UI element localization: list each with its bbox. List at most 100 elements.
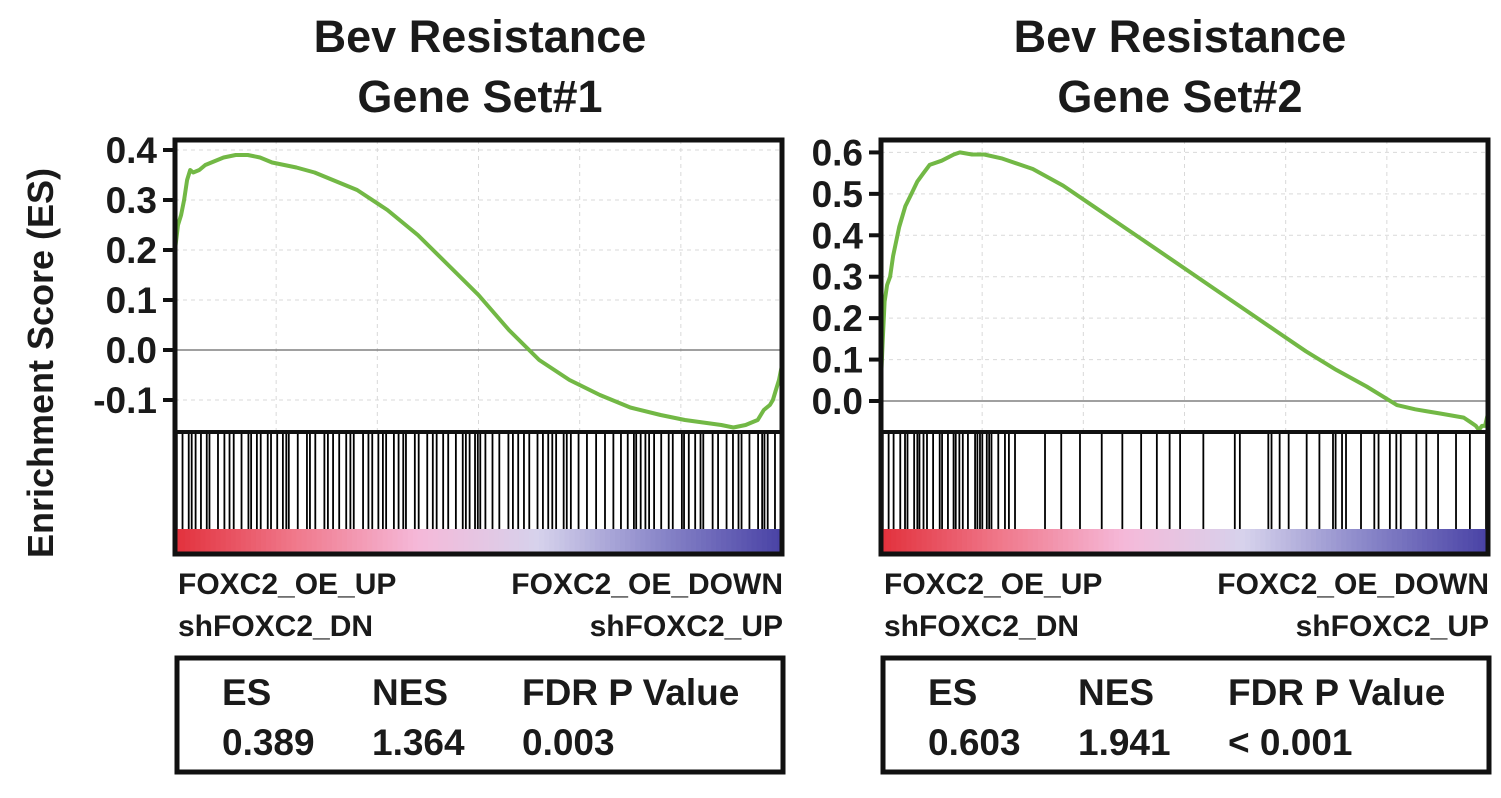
rank-gradient-strip <box>1477 529 1484 554</box>
rank-gradient-strip <box>1083 529 1089 554</box>
rank-gradient-strip <box>1412 529 1418 554</box>
rank-gradient-strip <box>630 529 636 554</box>
rank-gradient-strip <box>706 529 712 554</box>
rank-gradient-strip <box>458 529 464 554</box>
rank-gradient-strip <box>402 529 409 554</box>
rank-gradient-strip <box>1052 529 1059 554</box>
rank-gradient-strip <box>357 529 363 554</box>
rank-gradient-strip <box>1346 529 1353 554</box>
rank-gradient-strip <box>372 529 378 554</box>
rank-gradient-strip <box>422 529 429 554</box>
rank-gradient-strip <box>230 529 237 554</box>
rank-gradient-strip <box>483 529 490 554</box>
rank-gradient-strip <box>1219 529 1226 554</box>
rank-gradient-strip <box>1154 529 1160 554</box>
rank-gradient-strip <box>1280 529 1287 554</box>
rank-gradient-strip <box>675 529 682 554</box>
rank-gradient-strip <box>468 529 475 554</box>
y-tick-label: 0.4 <box>106 130 158 171</box>
rank-gradient-strip <box>1149 529 1155 554</box>
rank-gradient-strip <box>235 529 242 554</box>
rank-gradient-strip <box>1063 529 1069 554</box>
rank-gradient-strip <box>916 529 923 554</box>
rank-gradient-strip <box>1088 529 1095 554</box>
rank-gradient-strip <box>1300 529 1307 554</box>
rank-gradient-strip <box>544 529 550 554</box>
rank-gradient-strip <box>1417 529 1423 554</box>
rank-gradient-strip <box>992 529 998 554</box>
phenotype-right-line-2: shFOXC2_UP <box>1296 610 1489 643</box>
rank-gradient-strip <box>367 529 373 554</box>
rank-gradient-strip <box>412 529 419 554</box>
rank-gradient-strip <box>987 529 993 554</box>
rank-gradient-strip <box>901 529 907 554</box>
rank-gradient-strip <box>1321 529 1327 554</box>
rank-gradient-strip <box>1422 529 1428 554</box>
rank-gradient-strip <box>881 529 887 554</box>
chart-title-line-2: Gene Set#1 <box>357 71 602 122</box>
rank-gradient-strip <box>1437 529 1444 554</box>
rank-gradient-strip <box>690 529 697 554</box>
rank-gradient-strip <box>1138 529 1145 554</box>
rank-gradient-strip <box>1427 529 1433 554</box>
rank-gradient-strip <box>1144 529 1150 554</box>
rank-gradient-strip <box>518 529 525 554</box>
rank-gradient-strip <box>1078 529 1084 554</box>
stats-box <box>174 655 786 775</box>
rank-gradient-strip <box>443 529 449 554</box>
rank-gradient-strip <box>301 529 308 554</box>
rank-gradient-strip <box>716 529 722 554</box>
rank-gradient-strip <box>417 529 424 554</box>
rank-gradient-strip <box>1017 529 1024 554</box>
rank-gradient-strip <box>966 529 973 554</box>
rank-gradient-strip <box>1042 529 1049 554</box>
rank-gradient-strip <box>200 529 206 554</box>
rank-gradient-strip <box>931 529 938 554</box>
y-axis-label: Enrichment Score (ES) <box>20 168 61 558</box>
rank-gradient-strip <box>534 529 540 554</box>
rank-gradient-strip <box>1073 529 1079 554</box>
y-tick-label: 0.0 <box>106 330 157 371</box>
stats-header-fdr: FDR P Value <box>522 672 739 713</box>
rank-gradient-strip <box>665 529 672 554</box>
stats-value-nes: 1.941 <box>1078 722 1171 763</box>
rank-gradient-strip <box>559 529 566 554</box>
rank-gradient-strip <box>1245 529 1251 554</box>
stats-value-fdr: 0.003 <box>522 722 615 763</box>
rank-gradient-strip <box>1361 529 1368 554</box>
rank-gradient-strip <box>1174 529 1181 554</box>
phenotype-right-line-1: FOXC2_OE_DOWN <box>511 568 783 601</box>
rank-gradient-strip <box>1331 529 1337 554</box>
rank-gradient-strip <box>670 529 677 554</box>
rank-gradient-strip <box>245 529 252 554</box>
rank-gradient-strip <box>650 529 657 554</box>
stats-header-nes: NES <box>1078 672 1154 713</box>
rank-gradient-strip <box>1371 529 1378 554</box>
rank-gradient-strip <box>1123 529 1130 554</box>
rank-gradient-strip <box>240 529 247 554</box>
rank-gradient-strip <box>513 529 520 554</box>
rank-gradient-strip <box>185 529 191 554</box>
rank-gradient-strip <box>175 529 181 554</box>
rank-gradient-strip <box>539 529 545 554</box>
rank-gradient-strip <box>397 529 404 554</box>
rank-gradient-strip <box>1305 529 1312 554</box>
rank-gradient-strip <box>1260 529 1267 554</box>
rank-gradient-strip <box>911 529 918 554</box>
rank-gradient-strip <box>610 529 616 554</box>
rank-gradient-strip <box>1457 529 1464 554</box>
rank-gradient-strip <box>387 529 394 554</box>
y-tick-label: 0.4 <box>812 215 864 256</box>
phenotype-left-line-1: FOXC2_OE_UP <box>884 568 1102 601</box>
rank-gradient-strip <box>599 529 606 554</box>
rank-gradient-strip <box>1027 529 1034 554</box>
rank-gradient-strip <box>951 529 958 554</box>
rank-gradient-strip <box>1108 529 1115 554</box>
rank-gradient-strip <box>311 529 318 554</box>
rank-gradient-strip <box>926 529 933 554</box>
rank-gradient-strip <box>1366 529 1373 554</box>
rank-gradient-strip <box>1235 529 1241 554</box>
rank-gradient-strip <box>1336 529 1342 554</box>
rank-gradient-strip <box>741 529 748 554</box>
y-tick-label: 0.3 <box>812 257 863 298</box>
